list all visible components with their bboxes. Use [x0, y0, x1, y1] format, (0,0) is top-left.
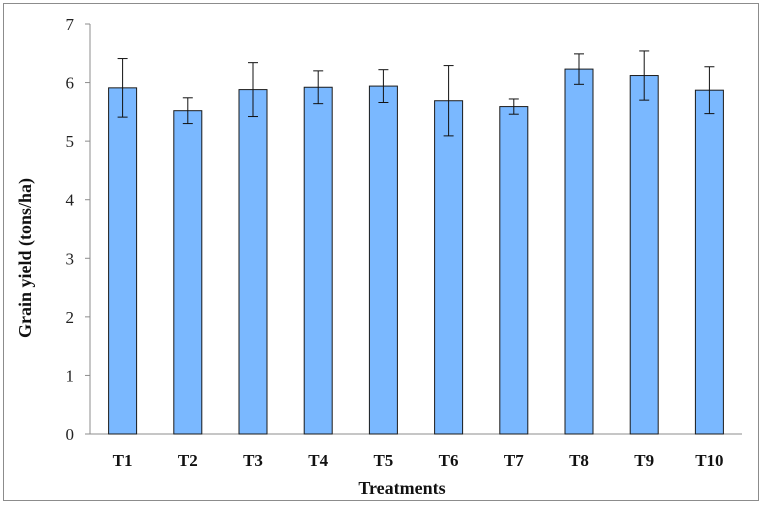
x-tick-label: T1: [113, 451, 133, 470]
bars: [108, 68, 724, 435]
y-tick-label: 0: [66, 425, 75, 444]
x-tick-label: T4: [308, 451, 328, 470]
x-tick-label: T8: [569, 451, 589, 470]
bar: [434, 100, 464, 435]
x-tick-label: T6: [439, 451, 459, 470]
bar: [238, 89, 268, 435]
bar: [303, 86, 333, 435]
x-axis-title: Treatments: [358, 478, 445, 498]
x-tick-label: T5: [373, 451, 393, 470]
y-tick-label: 7: [66, 15, 75, 34]
y-tick-labels: 0 1 2 3 4 5 6 7: [66, 15, 75, 444]
bar: [629, 75, 659, 435]
x-tick-label: T7: [504, 451, 524, 470]
bar: [108, 87, 138, 435]
y-tick-label: 4: [66, 191, 75, 210]
x-tick-label: T2: [178, 451, 198, 470]
y-axis-title: Grain yield (tons/ha): [15, 178, 36, 338]
x-tick-label: T9: [634, 451, 654, 470]
y-tick-label: 1: [66, 366, 75, 385]
y-tick-label: 2: [66, 308, 75, 327]
bar: [368, 85, 398, 435]
x-tick-label: T10: [695, 451, 723, 470]
y-tick-label: 6: [66, 74, 75, 93]
error-bars: [117, 50, 715, 137]
bar: [173, 110, 203, 435]
y-tick-label: 5: [66, 132, 75, 151]
bar: [499, 106, 529, 435]
bar: [694, 89, 724, 435]
y-tick-label: 3: [66, 249, 75, 268]
x-tick-labels: T1 T2 T3 T4 T5 T6 T7 T8 T9 T10: [113, 451, 724, 470]
x-tick-label: T3: [243, 451, 263, 470]
bar: [564, 68, 594, 435]
